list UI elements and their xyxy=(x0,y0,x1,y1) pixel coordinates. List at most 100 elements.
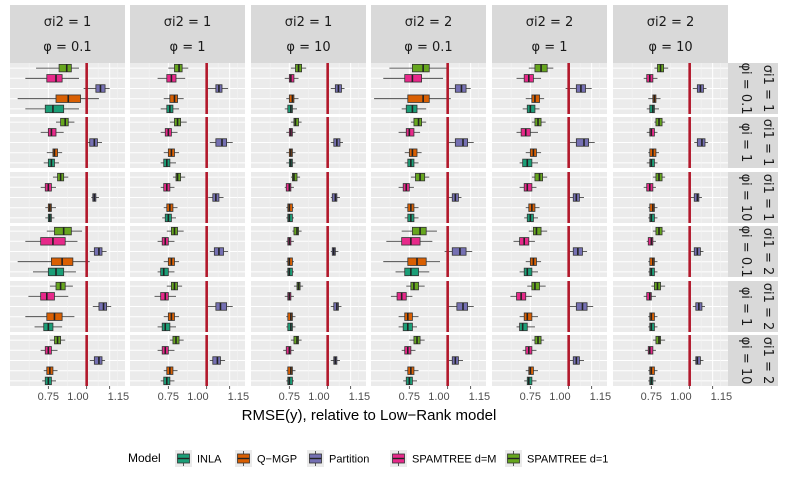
box-spamtree-d-m xyxy=(643,292,656,301)
box xyxy=(44,104,65,114)
box-inla xyxy=(157,322,176,332)
box-inla xyxy=(648,267,658,277)
box xyxy=(454,138,469,147)
box-q-mgp xyxy=(648,148,659,157)
box-spamtree-d-1 xyxy=(166,281,183,291)
box-q-mgp xyxy=(404,366,419,375)
box xyxy=(575,138,589,147)
x-axis-title: RMSE(y), relative to Low−Rank model xyxy=(242,407,497,424)
box-spamtree-d-1 xyxy=(169,117,187,127)
column-strip-bg xyxy=(492,5,607,63)
column-strip-bg xyxy=(371,5,486,63)
row-strip-bg xyxy=(726,281,778,332)
box-partition xyxy=(447,138,474,147)
box-partition xyxy=(444,247,473,256)
column-strip-label-phi: φ = 1 xyxy=(169,40,205,55)
panels xyxy=(10,63,728,386)
panel xyxy=(371,63,486,114)
row-strip: φi = 10 σi1 = 1 xyxy=(726,172,778,223)
box-spamtree-d-1 xyxy=(401,226,437,236)
box-q-mgp xyxy=(525,257,542,266)
box-inla xyxy=(286,376,294,386)
x-tick-label: 1.15 xyxy=(469,391,490,403)
row-strip-bg xyxy=(726,335,778,386)
box-inla xyxy=(157,267,175,277)
box-spamtree-d-m xyxy=(157,237,175,246)
box-spamtree-d-m xyxy=(40,346,58,355)
row-strip-label-sigma: σi1 = 1 xyxy=(760,119,775,167)
panel xyxy=(613,63,728,114)
box-spamtree-d-m xyxy=(286,237,294,246)
row-strip: φi = 1 σi1 = 1 xyxy=(726,117,778,168)
box-partition xyxy=(330,247,339,256)
box-spamtree-d-1 xyxy=(46,226,83,236)
box-q-mgp xyxy=(286,203,294,212)
panel xyxy=(492,117,607,168)
x-tick-label: 1.00 xyxy=(67,391,88,403)
panel xyxy=(371,226,486,277)
box-spamtree-d-m xyxy=(284,292,294,301)
box-spamtree-d-1 xyxy=(36,63,79,73)
panel xyxy=(371,117,486,168)
box-spamtree-d-m xyxy=(646,237,656,246)
box-q-mgp xyxy=(163,94,184,103)
panel xyxy=(492,226,607,277)
box-inla xyxy=(34,322,63,332)
box-inla xyxy=(286,158,296,168)
box-inla xyxy=(403,376,417,386)
box-inla xyxy=(160,158,176,168)
column-strip-label-phi: φ = 1 xyxy=(531,40,567,55)
box-inla xyxy=(286,213,294,223)
box-spamtree-d-1 xyxy=(528,226,548,236)
row-strip-label-phi: φi = 1 xyxy=(738,123,753,163)
box-inla xyxy=(648,213,658,223)
box-spamtree-d-m xyxy=(390,292,413,301)
box-partition xyxy=(692,302,705,311)
box-inla xyxy=(160,104,180,114)
box-inla xyxy=(162,213,176,223)
box-spamtree-d-m xyxy=(25,237,78,246)
box-partition xyxy=(206,84,229,93)
box-spamtree-d-1 xyxy=(654,63,669,73)
x-tick-label: 0.75 xyxy=(38,391,59,403)
panel xyxy=(10,281,125,332)
legend-entry: Q−MGP xyxy=(235,450,297,467)
box-partition xyxy=(330,84,345,93)
box-q-mgp xyxy=(648,203,658,212)
box-partition xyxy=(330,193,340,202)
box-spamtree-d-1 xyxy=(56,117,75,127)
box-q-mgp xyxy=(404,203,419,212)
box-spamtree-d-1 xyxy=(409,335,425,345)
box-q-mgp xyxy=(286,366,296,375)
box-inla xyxy=(524,213,538,223)
box-spamtree-d-1 xyxy=(651,281,666,291)
panel xyxy=(10,172,125,223)
column-strip: σi2 = 2 φ = 0.1 xyxy=(371,5,486,63)
box-partition xyxy=(209,247,229,256)
box-q-mgp xyxy=(163,312,180,321)
box-spamtree-d-1 xyxy=(389,63,448,73)
box-q-mgp xyxy=(404,148,422,157)
legend-label: Q−MGP xyxy=(257,454,297,466)
box-q-mgp xyxy=(286,148,296,157)
panel xyxy=(251,117,366,168)
x-tick-label: 0.75 xyxy=(158,391,179,403)
column-strip-label-phi: φ = 0.1 xyxy=(43,40,91,55)
x-axis-ticks: 0.75 1.00 1.15 0.75 1.00 1.15 0.75 1.00 1.15 0.75… xyxy=(38,386,732,403)
box-partition xyxy=(689,193,702,202)
box-q-mgp xyxy=(45,203,56,212)
box-spamtree-d-m xyxy=(643,74,658,83)
box-inla xyxy=(33,267,76,277)
box-partition xyxy=(86,138,102,147)
box-spamtree-d-m xyxy=(516,128,538,137)
box-spamtree-d-1 xyxy=(166,226,184,236)
box-inla xyxy=(646,158,658,168)
box-partition xyxy=(447,302,474,311)
row-strip-bg xyxy=(726,172,778,223)
panel xyxy=(130,226,245,277)
column-strip-bg xyxy=(10,5,125,63)
box-spamtree-d-m xyxy=(386,237,433,246)
box-partition xyxy=(209,138,233,147)
box-inla xyxy=(404,213,419,223)
